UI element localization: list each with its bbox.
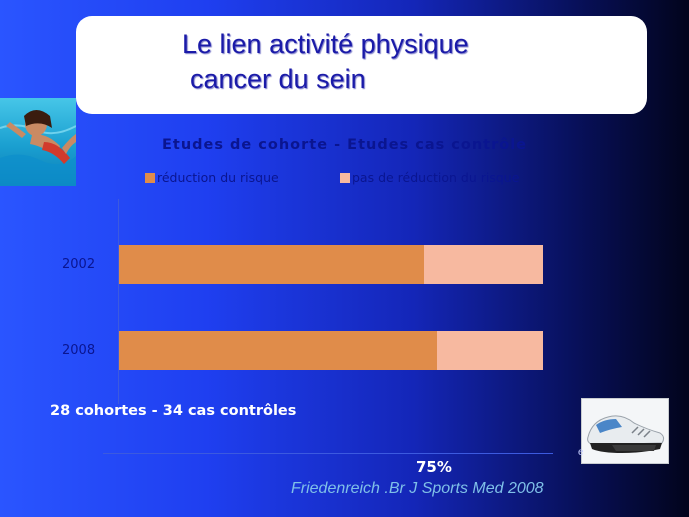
- legend-swatch-no-reduction: [340, 173, 350, 183]
- category-axis: [118, 199, 119, 404]
- title-box: Le lien activité physique cancer du sein: [76, 16, 647, 114]
- text-fragment: e: [578, 447, 584, 458]
- slide-title-line1: Le lien activité physique: [182, 29, 469, 59]
- citation: Friedenreich .Br J Sports Med 2008: [291, 480, 544, 497]
- chart-title: Etudes de cohorte - Etudes cas contrôle: [161, 137, 528, 153]
- slide-title-line2: cancer du sein: [190, 64, 366, 94]
- bar-2002-reduction: [119, 245, 425, 284]
- bar-2002-no-reduction: [424, 245, 543, 284]
- category-label-2008: 2008: [62, 343, 96, 358]
- legend-label-reduction: réduction du risque: [157, 170, 279, 185]
- category-label-2002: 2002: [62, 257, 96, 272]
- legend-item-no-reduction: pas de réduction du risque: [340, 170, 519, 185]
- cohort-note: 28 cohortes - 34 cas contrôles: [50, 403, 297, 419]
- legend-swatch-reduction: [145, 173, 155, 183]
- swimmer-photo: [0, 98, 76, 186]
- percentage-label: 75%: [416, 458, 452, 476]
- baseline-rule: [103, 453, 553, 454]
- legend-label-no-reduction: pas de réduction du risque: [352, 170, 520, 185]
- bar-2008-no-reduction: [437, 331, 543, 370]
- bar-2008-reduction: [119, 331, 437, 370]
- legend-item-reduction: réduction du risque: [145, 170, 279, 185]
- running-shoe-photo: [581, 398, 669, 464]
